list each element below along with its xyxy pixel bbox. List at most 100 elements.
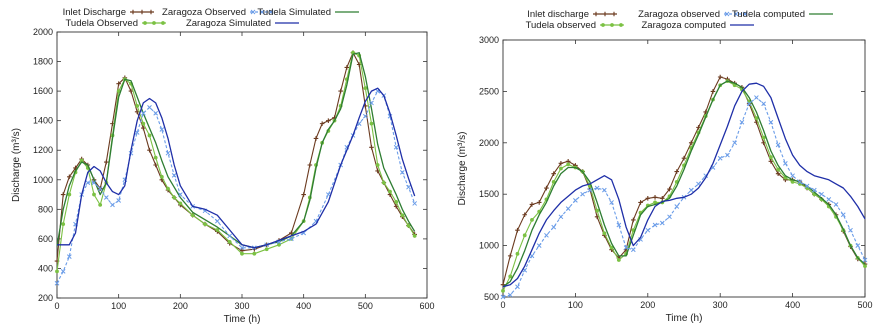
- data-point: [565, 206, 571, 211]
- data-point: [288, 236, 294, 242]
- y-tick-label: 2000: [479, 138, 499, 148]
- data-point: [406, 223, 411, 228]
- legend-entry: Inlet discharge: [527, 9, 617, 20]
- data-point: [551, 171, 556, 176]
- data-point: [863, 264, 867, 269]
- y-tick-label: 2500: [479, 86, 499, 96]
- data-point: [674, 169, 680, 174]
- data-point: [166, 186, 170, 191]
- data-point: [790, 179, 795, 184]
- data-point: [732, 140, 738, 146]
- data-point: [289, 230, 294, 236]
- y-tick-label: 1600: [33, 86, 53, 96]
- series-line: [502, 80, 866, 292]
- data-point: [135, 103, 140, 108]
- data-point: [804, 183, 810, 189]
- data-point: [559, 166, 563, 171]
- y-tick-label: 3000: [479, 35, 499, 45]
- data-point: [761, 101, 766, 107]
- data-point: [171, 172, 177, 178]
- data-point: [252, 251, 257, 256]
- x-tick-label: 0: [500, 300, 505, 310]
- data-point: [616, 222, 622, 228]
- data-point: [153, 155, 158, 160]
- data-point: [768, 119, 774, 125]
- data-point: [67, 192, 72, 197]
- data-point: [725, 152, 730, 158]
- x-tick-label: 0: [54, 301, 59, 311]
- data-point: [161, 21, 165, 25]
- y-tick-label: 2000: [33, 27, 53, 37]
- data-point: [558, 214, 564, 220]
- legend-label: Tudela Simulated: [257, 7, 331, 18]
- chart-panel-1: 0 100 200 300 400 500 600 200 400 600 800 1000 1200 1…: [11, 7, 435, 325]
- data-point: [67, 174, 72, 180]
- data-point: [55, 269, 59, 274]
- data-point: [85, 180, 91, 186]
- data-point: [362, 113, 368, 119]
- data-point: [530, 218, 534, 222]
- data-point: [97, 186, 103, 191]
- data-point: [667, 186, 672, 192]
- y-tick-label: 1500: [479, 189, 499, 199]
- data-point: [652, 222, 658, 228]
- data-point: [558, 161, 564, 166]
- data-point: [602, 11, 608, 17]
- data-point: [147, 105, 152, 110]
- data-point: [399, 170, 405, 175]
- data-point: [783, 161, 788, 166]
- data-point: [522, 233, 527, 238]
- data-point: [696, 125, 701, 130]
- data-point: [116, 81, 121, 87]
- data-point: [153, 162, 158, 168]
- legend-entry: Zaragoza Observed: [162, 7, 274, 18]
- data-point: [159, 127, 165, 132]
- data-point: [544, 232, 549, 238]
- x-tick-label: 500: [358, 301, 373, 311]
- data-point: [66, 254, 72, 259]
- data-point: [214, 218, 220, 224]
- y-tick-label: 500: [484, 292, 499, 302]
- data-point: [544, 185, 549, 191]
- data-point: [610, 23, 614, 27]
- series-line: [57, 87, 416, 249]
- x-tick-label: 600: [419, 301, 434, 311]
- data-point: [710, 89, 716, 94]
- data-point: [159, 174, 164, 179]
- series-line: [502, 82, 866, 288]
- series-2: [501, 79, 867, 293]
- data-point: [754, 116, 759, 121]
- data-point: [147, 133, 152, 138]
- data-point: [595, 208, 600, 213]
- y-tick-label: 200: [38, 293, 53, 303]
- data-point: [688, 140, 694, 146]
- data-point: [623, 245, 629, 251]
- data-point: [848, 227, 853, 233]
- data-point: [60, 192, 66, 197]
- data-point: [717, 74, 723, 80]
- data-point: [826, 196, 832, 202]
- legend-entry: Zaragoza computed: [642, 20, 754, 31]
- data-point: [375, 163, 380, 167]
- legend-label: Zaragoza Simulated: [186, 18, 271, 29]
- data-point: [140, 110, 146, 116]
- data-point: [529, 202, 535, 207]
- data-point: [277, 242, 281, 247]
- legend-entry: Zaragoza Simulated: [186, 18, 299, 29]
- legend-label: Tudela observed: [526, 20, 596, 31]
- data-point: [369, 100, 374, 106]
- data-point: [239, 245, 245, 251]
- data-point: [775, 171, 781, 176]
- data-point: [412, 201, 418, 206]
- data-point: [776, 167, 781, 172]
- data-point: [515, 284, 520, 290]
- data-point: [344, 65, 350, 70]
- data-point: [515, 227, 520, 233]
- data-point: [797, 179, 803, 185]
- data-point: [104, 159, 109, 165]
- data-point: [619, 23, 623, 27]
- data-point: [746, 101, 752, 107]
- data-point: [500, 294, 506, 300]
- data-point: [573, 198, 578, 203]
- data-point: [645, 196, 651, 201]
